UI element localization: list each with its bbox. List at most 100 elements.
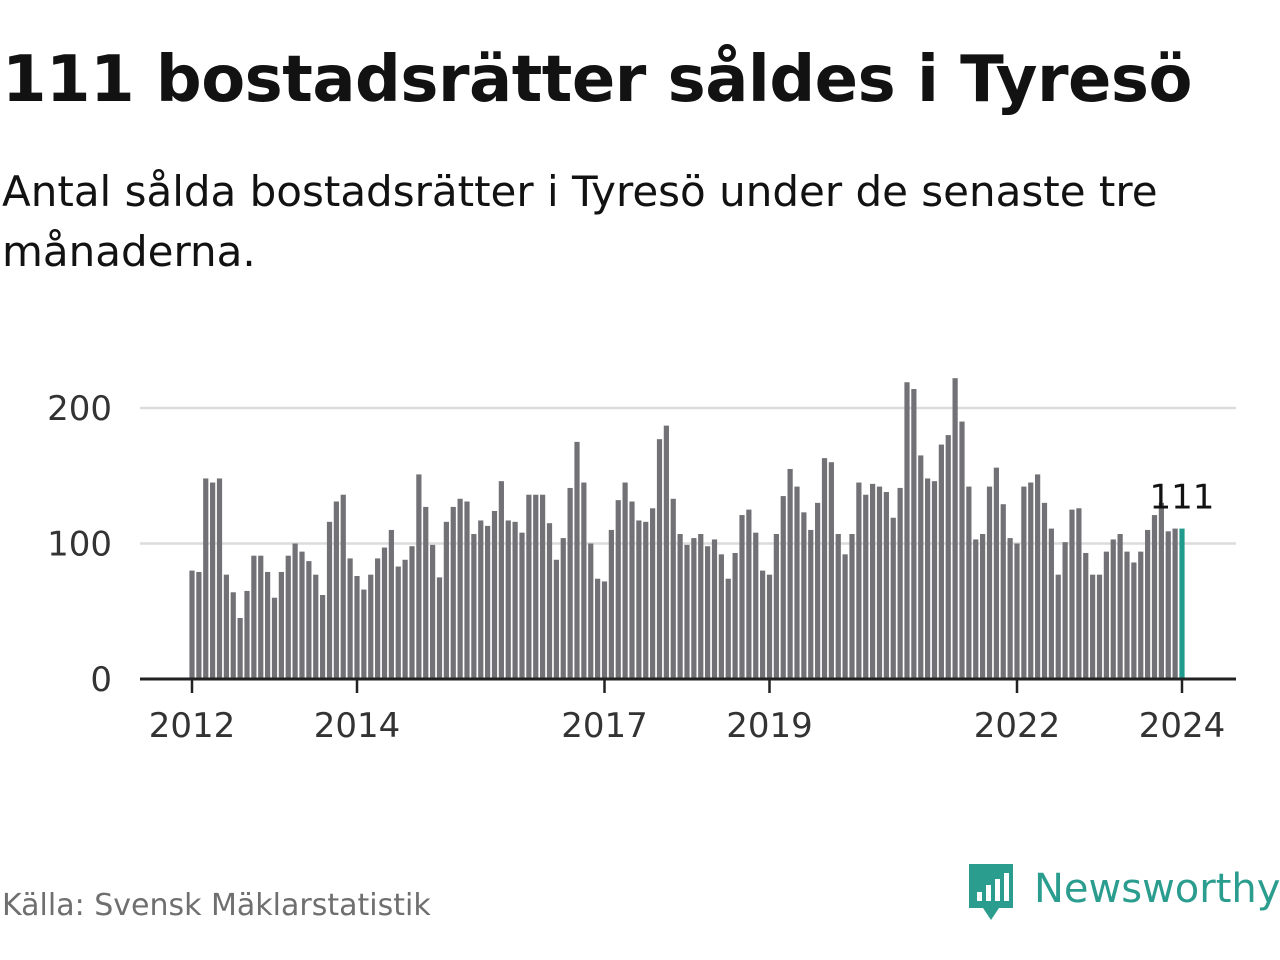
- bar: [553, 559, 559, 679]
- highlight-bar: [1179, 528, 1185, 679]
- bar: [718, 554, 724, 679]
- bar: [1124, 551, 1130, 679]
- bar: [732, 552, 738, 679]
- bar: [615, 500, 621, 679]
- bar: [622, 482, 628, 679]
- bar: [223, 574, 229, 679]
- bar: [993, 467, 999, 679]
- bar: [210, 482, 216, 679]
- newsworthy-logo[interactable]: Newsworthy: [966, 862, 1280, 926]
- bar: [643, 521, 649, 679]
- bar: [966, 486, 972, 679]
- bar: [601, 581, 608, 679]
- y-tick-label: 100: [47, 525, 112, 565]
- bar: [313, 574, 319, 679]
- bar: [299, 551, 305, 679]
- y-tick-label: 0: [90, 660, 112, 700]
- bar: [608, 529, 614, 679]
- bar: [945, 435, 951, 679]
- bar: [1014, 543, 1020, 679]
- bar: [423, 506, 429, 679]
- bar: [457, 498, 463, 679]
- bar: [244, 590, 250, 679]
- highlight-value-label: 111: [1150, 478, 1215, 518]
- bar: [430, 544, 436, 679]
- bar: [258, 555, 264, 679]
- bar: [705, 546, 711, 679]
- bar: [1069, 509, 1075, 680]
- bar: [856, 482, 862, 679]
- bar: [471, 534, 477, 679]
- bar: [938, 444, 944, 679]
- bar: [684, 544, 690, 679]
- x-tick-label: 2024: [1139, 706, 1226, 746]
- bar: [512, 521, 518, 679]
- bar: [904, 382, 910, 679]
- bar: [1021, 486, 1027, 679]
- bar: [464, 501, 470, 679]
- x-tick-label: 2017: [561, 706, 648, 746]
- bar: [691, 538, 697, 679]
- bar: [230, 592, 236, 679]
- bar: [1000, 504, 1006, 679]
- bar: [1055, 574, 1061, 679]
- bar: [821, 458, 828, 679]
- brand-name: Newsworthy: [1034, 866, 1280, 912]
- bar: [416, 474, 422, 679]
- bar: [725, 578, 731, 679]
- bar: [278, 571, 284, 679]
- bar: [478, 520, 484, 679]
- bar: [271, 597, 278, 679]
- bar: [361, 589, 367, 679]
- bar: [746, 509, 752, 680]
- bar: [794, 486, 800, 679]
- chart-title: 111 bostadsrätter såldes i Tyresö: [2, 43, 1192, 117]
- bar: [897, 487, 903, 679]
- bar-chart: 0 100 200 2012 2014 2017 2019 2022 2024 111: [47, 378, 1236, 746]
- bar: [835, 534, 841, 679]
- bar: [863, 494, 869, 679]
- bar: [890, 517, 896, 679]
- bar: [567, 487, 573, 679]
- bar: [698, 534, 704, 679]
- bar: [959, 421, 965, 679]
- bar: [1165, 531, 1171, 679]
- bar: [711, 539, 718, 679]
- bar: [595, 578, 601, 679]
- bar: [677, 534, 683, 679]
- bar: [931, 481, 938, 679]
- bar: [629, 501, 635, 679]
- bar: [333, 501, 339, 679]
- bar: [581, 482, 587, 679]
- bar: [498, 481, 504, 679]
- bar: [842, 554, 848, 679]
- bar: [292, 543, 298, 679]
- bar: [663, 425, 669, 679]
- bar: [1103, 551, 1109, 679]
- bar: [739, 515, 745, 679]
- bar: [320, 594, 326, 679]
- bar: [443, 521, 449, 679]
- bar: [1117, 534, 1123, 679]
- bar: [265, 571, 271, 679]
- bar: [340, 494, 346, 679]
- bar: [285, 555, 291, 679]
- bar: [1083, 552, 1089, 679]
- bar: [925, 478, 931, 679]
- bar: [402, 559, 408, 679]
- bar: [911, 389, 917, 679]
- bar: [395, 566, 401, 679]
- bar: [326, 521, 333, 679]
- bar: [519, 532, 525, 679]
- bar: [368, 574, 374, 679]
- bar: [980, 534, 986, 679]
- bar: [347, 558, 353, 679]
- bar: [1062, 542, 1068, 679]
- bar: [876, 486, 883, 679]
- bar: [381, 547, 388, 679]
- bar: [1007, 538, 1013, 679]
- bar: [849, 534, 855, 679]
- bar: [251, 555, 257, 679]
- source-note: Källa: Svensk Mäklarstatistik: [2, 888, 431, 923]
- bar: [491, 510, 498, 679]
